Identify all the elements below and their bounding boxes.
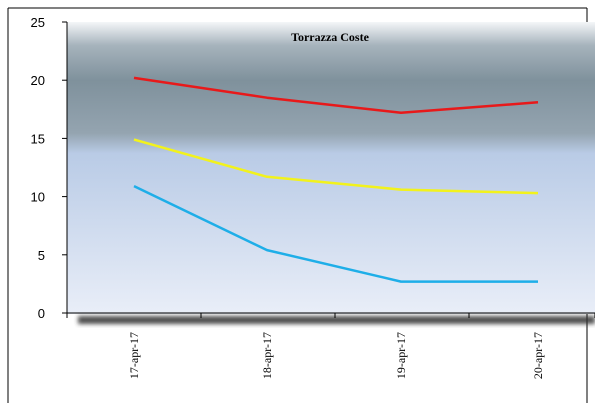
y-tick-labels: 0 5 10 15 20 25	[31, 15, 67, 321]
series-lines	[133, 76, 539, 283]
chart-title: Torrazza Coste	[291, 30, 370, 44]
y-tick-label: 5	[38, 248, 45, 263]
series-line-1	[133, 76, 539, 115]
y-tick-label: 25	[31, 15, 45, 30]
y-tick-label: 20	[31, 73, 45, 88]
x-tick-labels: 17-apr-17 18-apr-17 19-apr-17 20-apr-17	[66, 313, 595, 379]
plot-shadow	[78, 316, 595, 324]
plot-area	[67, 22, 595, 314]
series-line-3	[133, 184, 538, 283]
x-tick-label: 18-apr-17	[260, 332, 274, 379]
y-tick-label: 15	[31, 131, 45, 146]
series-line-2	[133, 138, 539, 195]
x-tick-label: 19-apr-17	[394, 332, 408, 379]
y-tick-label: 0	[38, 306, 45, 321]
y-tick-label: 10	[31, 190, 45, 205]
x-tick-label: 17-apr-17	[127, 332, 141, 379]
x-tick-label: 20-apr-17	[531, 332, 545, 379]
